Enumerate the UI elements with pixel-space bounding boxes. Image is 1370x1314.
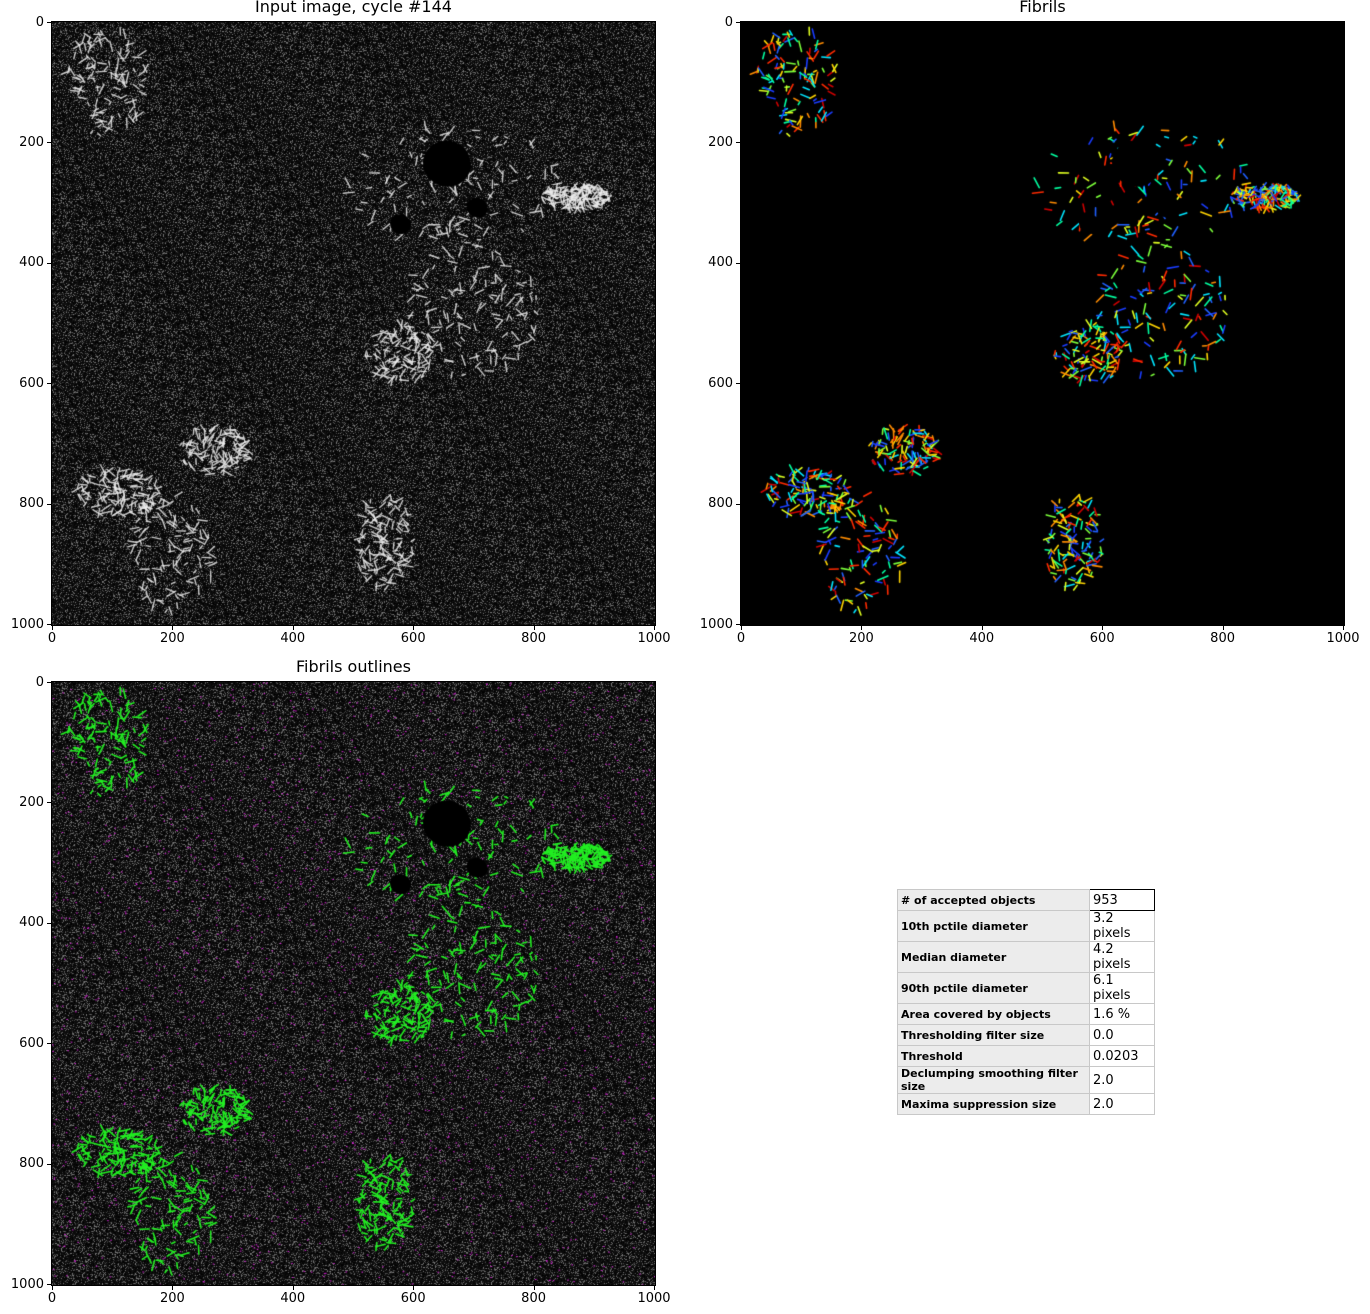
- x-tick-label: 1000: [637, 1291, 671, 1306]
- measurement-label: 90th pctile diameter: [897, 972, 1090, 1004]
- measurement-label: 10th pctile diameter: [897, 910, 1090, 942]
- measurement-row: 10th pctile diameter 3.2 pixels: [897, 910, 1155, 942]
- measurement-label: Area covered by objects: [897, 1003, 1090, 1025]
- measurement-label: # of accepted objects: [897, 889, 1090, 911]
- x-tick-label: 0: [47, 1291, 57, 1306]
- measurement-row: Median diameter 4.2 pixels: [897, 941, 1155, 973]
- x-tick-label: 800: [521, 1291, 546, 1306]
- y-tick-label: 400: [19, 915, 44, 931]
- measurement-value: 0.0: [1089, 1024, 1155, 1046]
- y-tick-label: 1000: [10, 616, 44, 632]
- measurement-row: Declumping smoothing filter size 2.0: [897, 1066, 1155, 1094]
- outlines-image[interactable]: [51, 681, 656, 1286]
- measurement-value[interactable]: 953: [1089, 889, 1155, 911]
- measurement-label: Thresholding filter size: [897, 1024, 1090, 1046]
- panel-title-input: Input image, cycle #144: [255, 0, 452, 16]
- x-tick-label: 200: [848, 631, 874, 646]
- y-tick-label: 0: [724, 14, 733, 30]
- x-tick-label: 0: [47, 631, 57, 646]
- y-tick-label: 1000: [699, 616, 733, 632]
- y-tick-label: 0: [35, 674, 44, 690]
- x-tick-label: 0: [736, 631, 746, 646]
- input-image[interactable]: [51, 21, 656, 626]
- measurement-value: 2.0: [1089, 1066, 1155, 1094]
- x-tick-label: 400: [280, 1291, 306, 1306]
- y-tick-label: 200: [19, 794, 44, 810]
- measurement-value: 6.1 pixels: [1089, 972, 1155, 1004]
- measurement-row: Area covered by objects 1.6 %: [897, 1003, 1155, 1025]
- measurement-value: 1.6 %: [1089, 1003, 1155, 1025]
- measurement-value: 2.0: [1089, 1093, 1155, 1115]
- panel-title-fibrils: Fibrils: [1019, 0, 1066, 16]
- x-tick-label: 400: [969, 631, 995, 646]
- measurement-value: 4.2 pixels: [1089, 941, 1155, 973]
- y-tick-label: 800: [19, 1156, 44, 1172]
- measurement-label: Maxima suppression size: [897, 1093, 1090, 1115]
- measurement-row: Maxima suppression size 2.0: [897, 1093, 1155, 1115]
- measurement-value: 0.0203: [1089, 1045, 1155, 1067]
- measurement-row: Threshold 0.0203: [897, 1045, 1155, 1067]
- y-tick-label: 800: [708, 496, 733, 512]
- x-tick-label: 600: [400, 631, 426, 646]
- measurement-label: Median diameter: [897, 941, 1090, 973]
- x-tick-label: 1000: [1326, 631, 1360, 646]
- measurement-row: Thresholding filter size 0.0: [897, 1024, 1155, 1046]
- x-tick-label: 600: [1089, 631, 1115, 646]
- measurement-row: 90th pctile diameter 6.1 pixels: [897, 972, 1155, 1004]
- y-tick-label: 400: [19, 255, 44, 271]
- y-tick-label: 600: [19, 1035, 44, 1051]
- measurement-label: Threshold: [897, 1045, 1090, 1067]
- y-tick-label: 200: [19, 134, 44, 150]
- measurement-label: Declumping smoothing filter size: [897, 1066, 1090, 1094]
- x-tick-label: 200: [159, 1291, 185, 1306]
- measurement-table: # of accepted objects 953 10th pctile diam…: [897, 889, 1155, 1115]
- x-tick-label: 800: [521, 631, 546, 646]
- measurement-row: # of accepted objects 953: [897, 889, 1155, 911]
- measurement-value: 3.2 pixels: [1089, 910, 1155, 942]
- y-tick-label: 0: [35, 14, 44, 30]
- fibrils-label-image[interactable]: [740, 21, 1345, 626]
- y-tick-label: 400: [708, 255, 733, 271]
- x-tick-label: 200: [159, 631, 185, 646]
- y-tick-label: 600: [708, 375, 733, 391]
- y-tick-label: 800: [19, 496, 44, 512]
- x-tick-label: 600: [400, 1291, 426, 1306]
- y-tick-label: 600: [19, 375, 44, 391]
- y-tick-label: 200: [708, 134, 733, 150]
- x-tick-label: 1000: [637, 631, 671, 646]
- y-tick-label: 1000: [10, 1276, 44, 1292]
- x-tick-label: 800: [1210, 631, 1235, 646]
- panel-title-outlines: Fibrils outlines: [296, 657, 411, 676]
- x-tick-label: 400: [280, 631, 306, 646]
